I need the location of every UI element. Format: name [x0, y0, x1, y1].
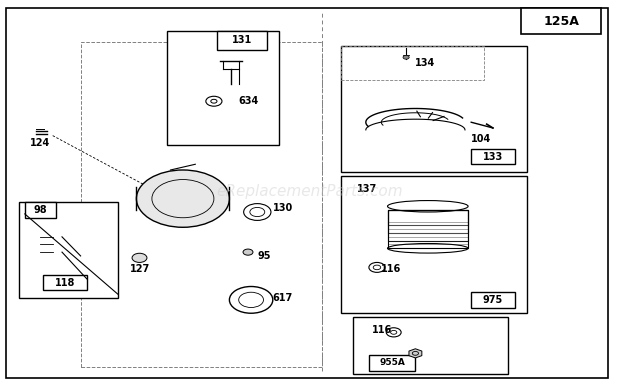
- Bar: [369, 355, 415, 371]
- Circle shape: [136, 170, 229, 227]
- Text: 116: 116: [381, 264, 402, 274]
- Text: 124: 124: [30, 138, 50, 148]
- Text: 975: 975: [483, 295, 503, 305]
- Text: 617: 617: [273, 293, 293, 303]
- Bar: [471, 149, 515, 164]
- Text: 955A: 955A: [379, 358, 405, 367]
- Bar: [341, 176, 527, 313]
- Bar: [341, 46, 527, 172]
- Text: 137: 137: [356, 184, 377, 194]
- Bar: [43, 275, 87, 290]
- Circle shape: [243, 249, 253, 255]
- FancyBboxPatch shape: [6, 8, 608, 378]
- Circle shape: [132, 253, 147, 262]
- Text: 116: 116: [372, 325, 392, 335]
- Text: 131: 131: [232, 35, 252, 45]
- Text: 98: 98: [33, 205, 47, 215]
- Text: 118: 118: [55, 278, 75, 288]
- Text: 95: 95: [257, 251, 271, 261]
- Bar: [341, 46, 484, 80]
- Text: 127: 127: [130, 264, 151, 274]
- Text: 134: 134: [415, 58, 436, 68]
- Text: 634: 634: [239, 96, 259, 106]
- Bar: [471, 292, 515, 308]
- Bar: [353, 317, 508, 374]
- Bar: [521, 8, 601, 34]
- Text: 130: 130: [273, 203, 293, 213]
- Bar: [217, 31, 267, 50]
- Text: 104: 104: [471, 134, 492, 144]
- Bar: [25, 202, 56, 218]
- Bar: [81, 42, 322, 367]
- Text: eReplacementParts.com: eReplacementParts.com: [216, 183, 404, 199]
- Bar: [167, 31, 279, 145]
- Text: 125A: 125A: [543, 15, 579, 28]
- Bar: [19, 202, 118, 298]
- Text: 133: 133: [483, 152, 503, 162]
- Circle shape: [403, 55, 409, 59]
- Polygon shape: [409, 349, 422, 358]
